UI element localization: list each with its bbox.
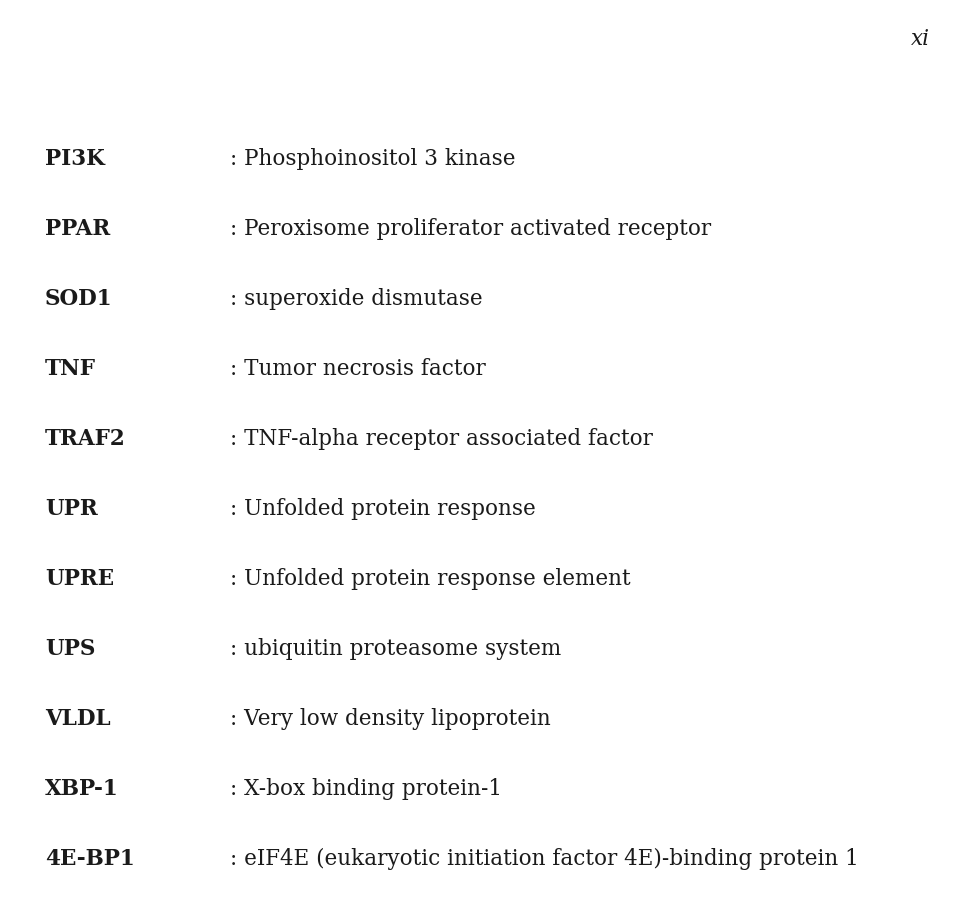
Text: : Unfolded protein response element: : Unfolded protein response element bbox=[230, 568, 631, 589]
Text: : Phosphoinositol 3 kinase: : Phosphoinositol 3 kinase bbox=[230, 148, 516, 169]
Text: xi: xi bbox=[910, 28, 929, 50]
Text: : Tumor necrosis factor: : Tumor necrosis factor bbox=[230, 358, 486, 380]
Text: XBP-1: XBP-1 bbox=[45, 777, 119, 799]
Text: : ubiquitin proteasome system: : ubiquitin proteasome system bbox=[230, 638, 562, 660]
Text: SOD1: SOD1 bbox=[45, 288, 112, 310]
Text: VLDL: VLDL bbox=[45, 707, 110, 729]
Text: 4E-BP1: 4E-BP1 bbox=[45, 847, 134, 869]
Text: : Peroxisome proliferator activated receptor: : Peroxisome proliferator activated rece… bbox=[230, 218, 711, 240]
Text: TRAF2: TRAF2 bbox=[45, 427, 126, 449]
Text: : eIF4E (eukaryotic initiation factor 4E)-binding protein 1: : eIF4E (eukaryotic initiation factor 4E… bbox=[230, 847, 859, 869]
Text: : Unfolded protein response: : Unfolded protein response bbox=[230, 497, 536, 519]
Text: UPR: UPR bbox=[45, 497, 98, 519]
Text: PI3K: PI3K bbox=[45, 148, 105, 169]
Text: TNF: TNF bbox=[45, 358, 96, 380]
Text: UPS: UPS bbox=[45, 638, 95, 660]
Text: : X-box binding protein-1: : X-box binding protein-1 bbox=[230, 777, 502, 799]
Text: UPRE: UPRE bbox=[45, 568, 114, 589]
Text: PPAR: PPAR bbox=[45, 218, 110, 240]
Text: : TNF-alpha receptor associated factor: : TNF-alpha receptor associated factor bbox=[230, 427, 653, 449]
Text: : superoxide dismutase: : superoxide dismutase bbox=[230, 288, 483, 310]
Text: : Very low density lipoprotein: : Very low density lipoprotein bbox=[230, 707, 551, 729]
